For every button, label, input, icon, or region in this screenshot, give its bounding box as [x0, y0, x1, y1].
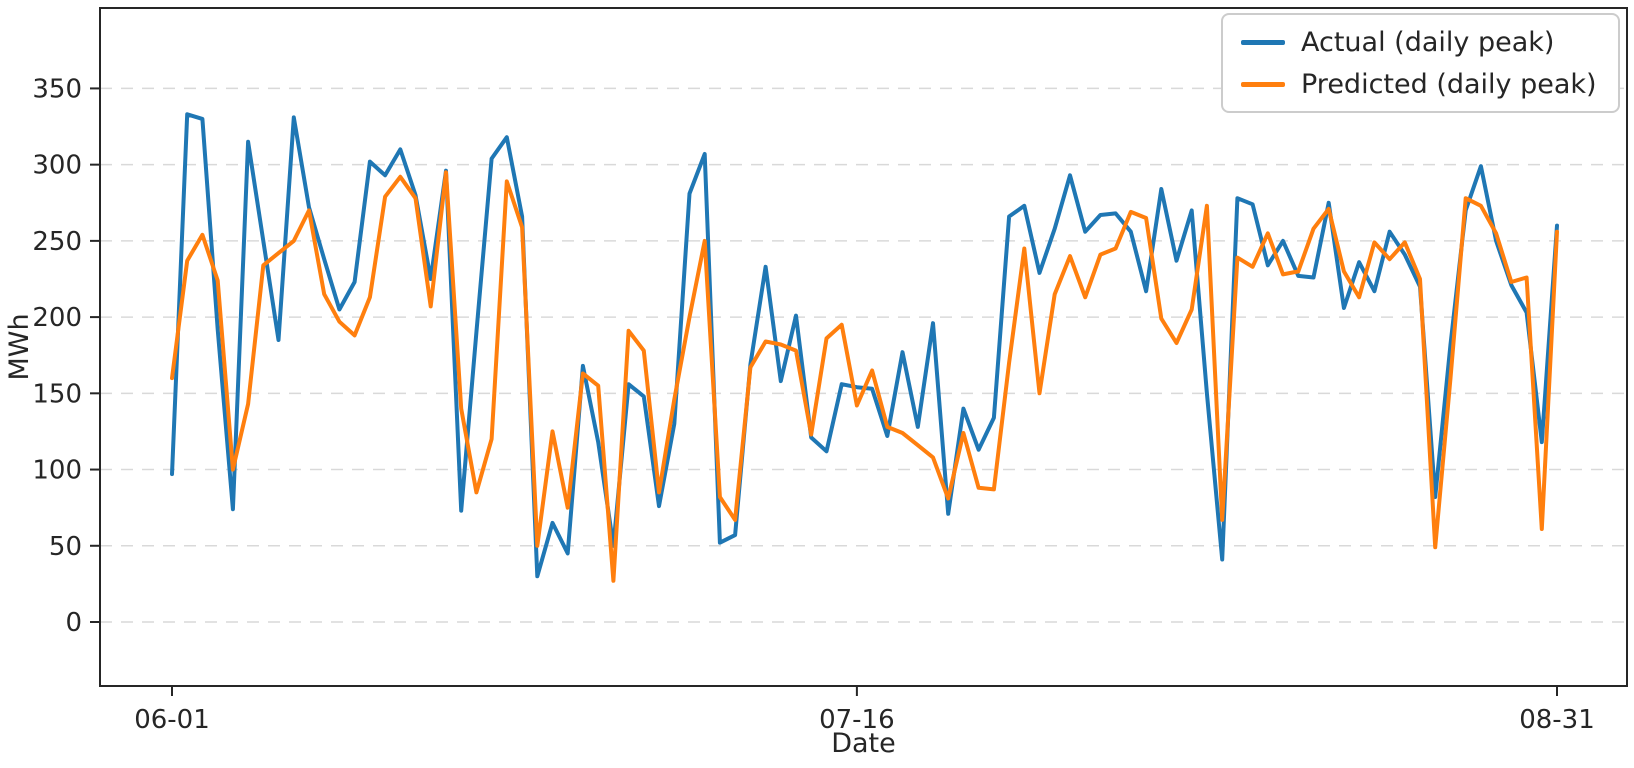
predicted-line	[170, 170, 1559, 583]
legend-label-actual: Actual (daily peak)	[1301, 26, 1555, 58]
legend-label-predicted: Predicted (daily peak)	[1301, 68, 1597, 100]
legend-box: Actual (daily peak) Predicted (daily pea…	[1221, 13, 1620, 113]
x-tick-label-06-01: 06-01	[134, 705, 210, 735]
x-tick-label-07-16: 07-16	[819, 705, 895, 735]
y-tick-label-300: 300	[32, 151, 82, 181]
actual-line-swatch	[1241, 39, 1285, 45]
y-tick-label-350: 350	[32, 74, 82, 104]
actual-line	[170, 112, 1559, 579]
legend-entry-predicted: Predicted (daily peak)	[1241, 67, 1600, 101]
legend-entry-actual: Actual (daily peak)	[1241, 25, 1600, 59]
y-tick-label-100: 100	[32, 456, 82, 486]
y-tick-label-0: 0	[65, 608, 82, 638]
y-axis-label: MWh	[4, 313, 35, 380]
y-tick-label-250: 250	[32, 227, 82, 257]
y-tick-label-50: 50	[49, 532, 82, 562]
y-tick-label-200: 200	[32, 303, 82, 333]
y-tick-label-150: 150	[32, 379, 82, 409]
x-axis-label: Date	[831, 728, 896, 759]
plot-border	[99, 7, 1628, 687]
x-tick-label-08-31: 08-31	[1519, 705, 1595, 735]
predicted-line-swatch	[1241, 81, 1285, 87]
